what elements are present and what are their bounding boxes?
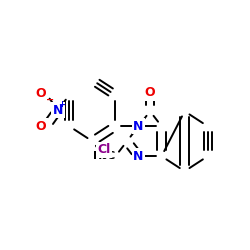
Text: N: N [133, 150, 144, 163]
Text: −: − [46, 95, 54, 105]
Text: O: O [36, 120, 46, 133]
Text: N: N [133, 120, 144, 133]
Text: N: N [52, 104, 63, 117]
Text: O: O [145, 86, 155, 99]
Text: +: + [58, 100, 66, 109]
Text: H₃C: H₃C [93, 151, 116, 161]
Text: O: O [36, 88, 46, 101]
Text: Cl: Cl [97, 143, 110, 156]
